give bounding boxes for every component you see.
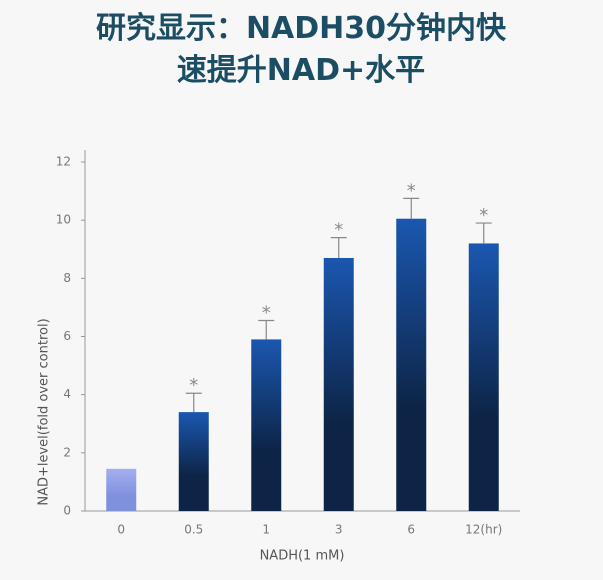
y-tick-label: 12	[56, 155, 71, 169]
error-bar	[475, 222, 492, 244]
x-tick-label: 1	[262, 523, 270, 537]
chart-title: 研究显示：NADH30分钟内快	[96, 11, 507, 46]
x-tick-label: 6	[407, 523, 415, 537]
bar	[106, 468, 137, 511]
bar	[468, 243, 499, 511]
y-tick-label: 6	[63, 329, 71, 343]
chart-title: 速提升NAD+水平	[177, 53, 425, 88]
bar	[178, 412, 209, 511]
significance-label: *	[334, 220, 343, 241]
bar	[251, 339, 282, 511]
error-bar	[185, 392, 202, 413]
significance-label: *	[262, 303, 271, 324]
y-tick-label: 8	[63, 271, 71, 285]
error-bar	[403, 197, 420, 219]
significance-label: *	[189, 375, 198, 396]
x-tick-label: 3	[335, 523, 343, 537]
y-tick-label: 4	[63, 387, 71, 401]
x-tick-label: 0.5	[184, 523, 203, 537]
x-tick-label: 0	[117, 523, 125, 537]
bar	[323, 257, 354, 511]
y-tick-label: 0	[63, 504, 71, 518]
bar	[396, 218, 427, 511]
x-tick-label: 12(hr)	[465, 523, 502, 537]
significance-label: *	[479, 205, 488, 226]
y-tick-label: 10	[56, 213, 71, 227]
significance-label: *	[407, 180, 416, 201]
y-axis-label: NAD+level(fold over control)	[37, 318, 52, 505]
error-bar	[258, 319, 275, 340]
error-bar	[330, 237, 347, 258]
y-tick-label: 2	[63, 445, 71, 459]
x-axis-label: NADH(1 mM)	[260, 549, 345, 564]
